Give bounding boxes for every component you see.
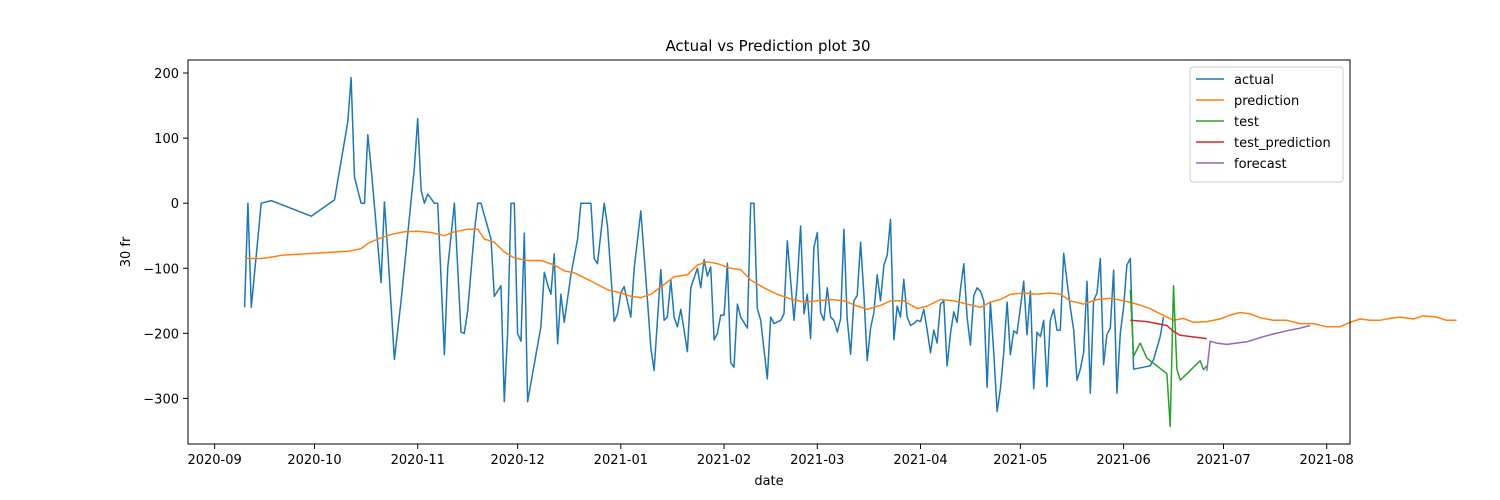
legend-label: actual <box>1234 73 1274 88</box>
y-tick-label: −100 <box>143 262 179 277</box>
legend-label: prediction <box>1234 94 1299 109</box>
x-tick-label: 2021-04 <box>893 453 947 468</box>
x-axis: 2020-09 2020-10 2020-11 2020-12 2021-01 2021-… <box>187 444 1354 468</box>
x-tick-label: 2021-06 <box>1096 453 1150 468</box>
series-line-prediction <box>244 228 1457 328</box>
legend: actual prediction test test_predictionforec… <box>1189 66 1344 183</box>
x-tick-label: 2020-12 <box>490 453 544 468</box>
plot-area <box>243 76 1457 428</box>
legend-label: test <box>1234 115 1259 130</box>
x-tick-label: 2021-08 <box>1300 453 1354 468</box>
y-axis-label: 30 fr <box>119 236 134 267</box>
y-axis: 200 100 0 −100 −200 −300 <box>143 67 188 407</box>
series-line-test <box>1129 285 1208 428</box>
chart-title: Actual vs Prediction plot 30 <box>665 37 870 55</box>
legend-label: test_prediction <box>1234 136 1331 151</box>
x-axis-label: date <box>754 474 783 489</box>
series-line-test-prediction <box>1130 319 1207 340</box>
series-line-forecast <box>1206 324 1311 372</box>
x-tick-label: 2021-03 <box>790 453 844 468</box>
axes-frame <box>187 59 1351 445</box>
x-tick-label: 2020-10 <box>287 453 341 468</box>
legend-box <box>1189 66 1344 183</box>
x-tick-label: 2020-11 <box>391 453 445 468</box>
x-tick-label: 2020-09 <box>187 453 241 468</box>
x-tick-label: 2021-07 <box>1196 453 1250 468</box>
y-tick-label: 200 <box>154 67 179 82</box>
y-tick-label: 100 <box>154 132 179 147</box>
x-tick-label: 2021-02 <box>697 453 751 468</box>
y-tick-label: 0 <box>171 197 179 212</box>
x-tick-label: 2021-05 <box>993 453 1047 468</box>
y-tick-label: −300 <box>143 392 179 407</box>
y-tick-label: −200 <box>143 327 179 342</box>
x-tick-label: 2021-01 <box>594 453 648 468</box>
legend-label: forecast <box>1234 157 1287 172</box>
